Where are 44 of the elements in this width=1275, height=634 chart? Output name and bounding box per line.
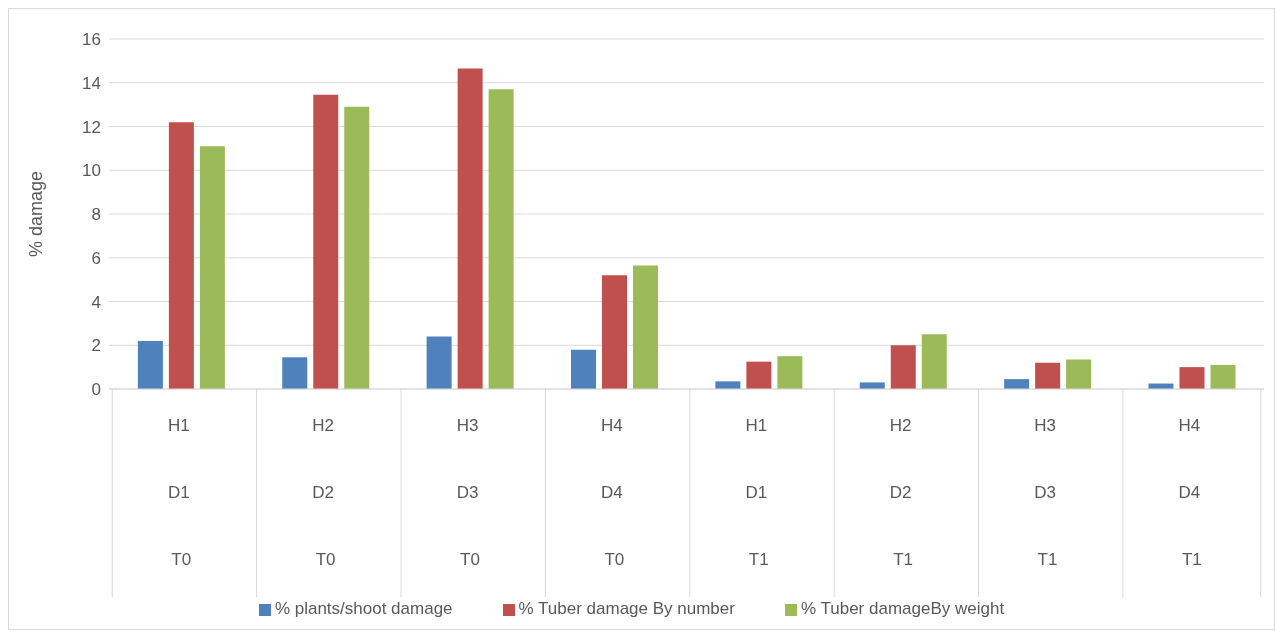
category-label: H1 D1 T1 [745, 416, 769, 569]
bar [488, 89, 514, 389]
bar [1066, 359, 1092, 389]
bar [1179, 367, 1205, 389]
y-tick-label: 8 [91, 205, 101, 225]
bar [1210, 364, 1236, 389]
category-label: H4 D4 T0 [601, 416, 625, 569]
bar [457, 68, 483, 389]
bar [313, 94, 339, 389]
bar [571, 349, 596, 389]
category-label: H1 D1 T0 [167, 416, 192, 569]
category-label: H3 D3 T1 [1034, 416, 1058, 569]
legend-label: % Tuber damageBy weight [800, 599, 1005, 618]
category-label: H2 D2 T0 [312, 416, 336, 569]
category-label: H4 D4 T1 [1178, 416, 1202, 569]
y-tick-label: 12 [82, 117, 101, 137]
bar [1004, 379, 1030, 389]
bar [921, 334, 947, 389]
bar [344, 106, 370, 389]
category-label: H3 D3 T0 [456, 416, 480, 569]
y-tick-label: 10 [82, 161, 101, 181]
y-tick-label: 14 [82, 73, 101, 93]
y-tick-label: 2 [91, 336, 101, 356]
category-label: H2 D2 T1 [889, 416, 913, 569]
bar [282, 357, 308, 389]
bar [168, 122, 194, 389]
bar [777, 356, 803, 389]
y-tick-label: 16 [82, 30, 101, 50]
legend-label: % Tuber damage By number [518, 599, 735, 618]
legend-label: % plants/shoot damage [274, 599, 453, 618]
bar [199, 146, 225, 389]
y-tick-label: 4 [91, 292, 101, 312]
y-tick-label: 6 [91, 248, 101, 268]
bar [715, 381, 741, 389]
bar [746, 361, 772, 389]
bar [602, 275, 627, 389]
y-tick-label: 0 [91, 380, 101, 400]
y-axis-title: % damage [26, 170, 47, 258]
bar [859, 382, 885, 389]
bar [1035, 362, 1061, 389]
bar [633, 265, 658, 389]
bar [426, 336, 452, 389]
bar [137, 340, 163, 389]
bar [890, 345, 916, 389]
